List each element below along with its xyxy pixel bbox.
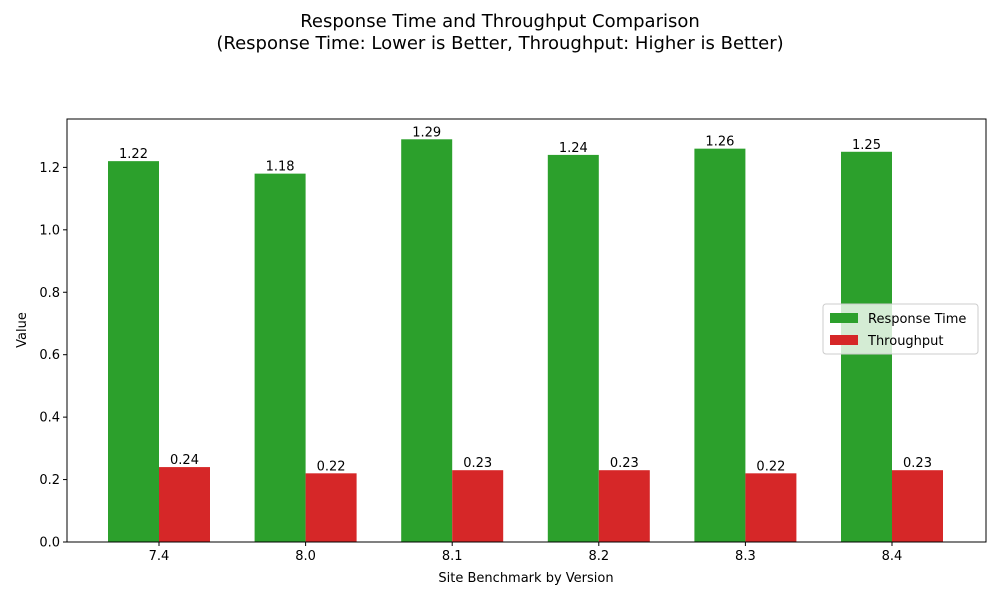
chart-title: Response Time and Throughput Comparison (300, 11, 700, 32)
x-tick-label: 8.1 (442, 549, 463, 564)
bar-throughput-8.2 (598, 470, 650, 542)
y-tick-label: 0.8 (39, 286, 60, 301)
x-tick-label: 8.3 (735, 549, 756, 564)
chart-subtitle: (Response Time: Lower is Better, Through… (216, 33, 783, 54)
y-axis-label: Value (15, 312, 30, 348)
y-axis-ticks: 0.0 0.2 0.4 0.6 0.8 1.0 1.2 (39, 161, 67, 551)
data-label-throughput-8.1: 0.23 (463, 456, 492, 471)
data-label-response-time-8.0: 1.18 (266, 160, 295, 175)
bar-throughput-8.1 (452, 470, 504, 542)
plot-frame (66, 118, 987, 543)
x-tick-label: 7.4 (149, 549, 170, 564)
bars-layer (108, 139, 943, 543)
data-label-throughput-8.2: 0.23 (610, 456, 639, 471)
bar-labels-layer: 1.22 0.24 1.18 0.22 1.29 0.23 1.24 0.23 1.26 0.22… (119, 125, 932, 474)
y-tick-label: 0.6 (39, 348, 60, 363)
data-label-throughput-8.0: 0.22 (317, 459, 346, 474)
data-label-response-time-8.3: 1.26 (705, 135, 734, 150)
data-label-throughput-7.4: 0.24 (170, 453, 199, 468)
bar-throughput-8.0 (305, 473, 357, 542)
bar-response-time-8.0 (254, 173, 306, 543)
bar-throughput-8.3 (745, 473, 797, 542)
legend-label-throughput: Throughput (867, 334, 944, 349)
x-tick-label: 8.4 (882, 549, 903, 564)
data-label-response-time-8.1: 1.29 (412, 125, 441, 140)
bar-response-time-8.2 (547, 154, 599, 542)
y-tick-label: 1.2 (39, 161, 60, 176)
y-tick-label: 0.4 (39, 411, 60, 426)
data-label-response-time-7.4: 1.22 (119, 147, 148, 162)
data-label-throughput-8.3: 0.22 (756, 459, 785, 474)
x-axis-label: Site Benchmark by Version (438, 571, 613, 586)
y-tick-label: 0.2 (39, 473, 60, 488)
bar-response-time-8.3 (694, 148, 746, 542)
y-tick-label: 0.0 (39, 536, 60, 551)
legend-box (822, 303, 979, 355)
x-tick-label: 8.2 (588, 549, 609, 564)
legend-label-response-time: Response Time (868, 312, 966, 327)
x-tick-label: 8.0 (295, 549, 316, 564)
y-tick-label: 1.0 (39, 223, 60, 238)
bar-response-time-8.1 (401, 139, 453, 543)
legend: Response Time Throughput (822, 303, 979, 355)
legend-swatch-response-time (830, 313, 858, 323)
data-label-throughput-8.4: 0.23 (903, 456, 932, 471)
bar-throughput-7.4 (159, 467, 210, 542)
data-label-response-time-8.2: 1.24 (559, 141, 588, 156)
bar-throughput-8.4 (892, 470, 943, 542)
bar-response-time-7.4 (108, 161, 159, 542)
x-axis-ticks: 7.4 8.0 8.1 8.2 8.3 8.4 (149, 542, 903, 564)
data-label-response-time-8.4: 1.25 (852, 138, 881, 153)
legend-swatch-throughput (830, 335, 858, 345)
